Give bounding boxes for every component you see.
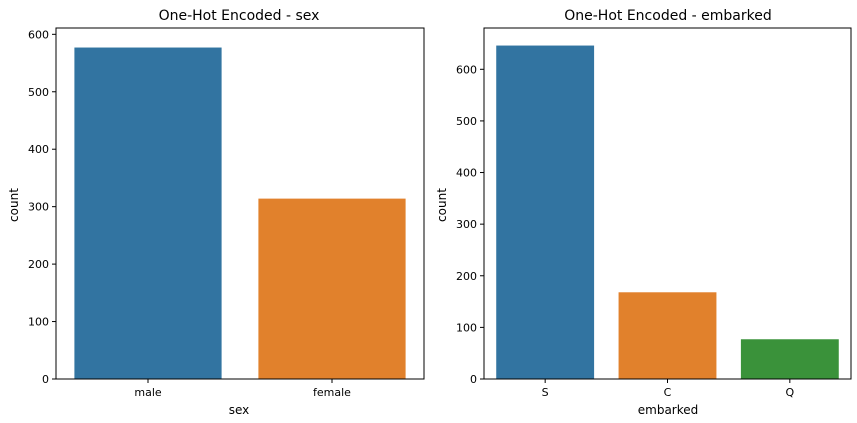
y-tick-label: 400 [28,143,49,156]
chart-title: One-Hot Encoded - embarked [564,8,772,24]
y-tick-label: 200 [456,270,477,283]
x-tick-label: female [313,386,351,399]
x-tick-label: Q [785,386,794,399]
bar-male [74,47,222,379]
x-tick-label: C [664,386,672,399]
y-ticks: 0 100 200 300 400 500 600 [28,28,56,386]
x-ticks: male female [134,379,351,399]
plot-frame [483,27,852,380]
bar-c [618,292,717,379]
x-axis-label: embarked [638,403,699,417]
x-axis-label: sex [229,403,250,417]
chart-embarked: One-Hot Encoded - embarked 0 100 200 300 400… [435,8,852,417]
y-tick-label: 400 [456,167,477,180]
x-tick-label: S [542,386,549,399]
bar-group [496,45,839,380]
y-tick-label: 300 [28,201,49,214]
y-ticks: 0 100 200 300 400 500 600 [456,63,484,386]
chart-title: One-Hot Encoded - sex [159,8,320,24]
y-tick-label: 200 [28,258,49,271]
bar-group [74,47,406,379]
bar-s [496,45,595,380]
y-tick-label: 300 [456,218,477,231]
y-tick-label: 100 [456,321,477,334]
y-tick-label: 500 [456,115,477,128]
bar-q [740,339,839,379]
y-tick-label: 100 [28,316,49,329]
y-tick-label: 600 [28,28,49,41]
chart-sex: One-Hot Encoded - sex 0 100 200 300 400 500 60… [7,8,425,417]
y-axis-label: count [435,188,449,222]
x-tick-label: male [134,386,162,399]
y-tick-label: 0 [470,373,477,386]
y-axis-label: count [7,188,21,222]
y-tick-label: 500 [28,86,49,99]
y-tick-label: 600 [456,63,477,76]
y-tick-label: 0 [42,373,49,386]
bar-female [258,198,406,379]
plot-frame [55,27,425,380]
